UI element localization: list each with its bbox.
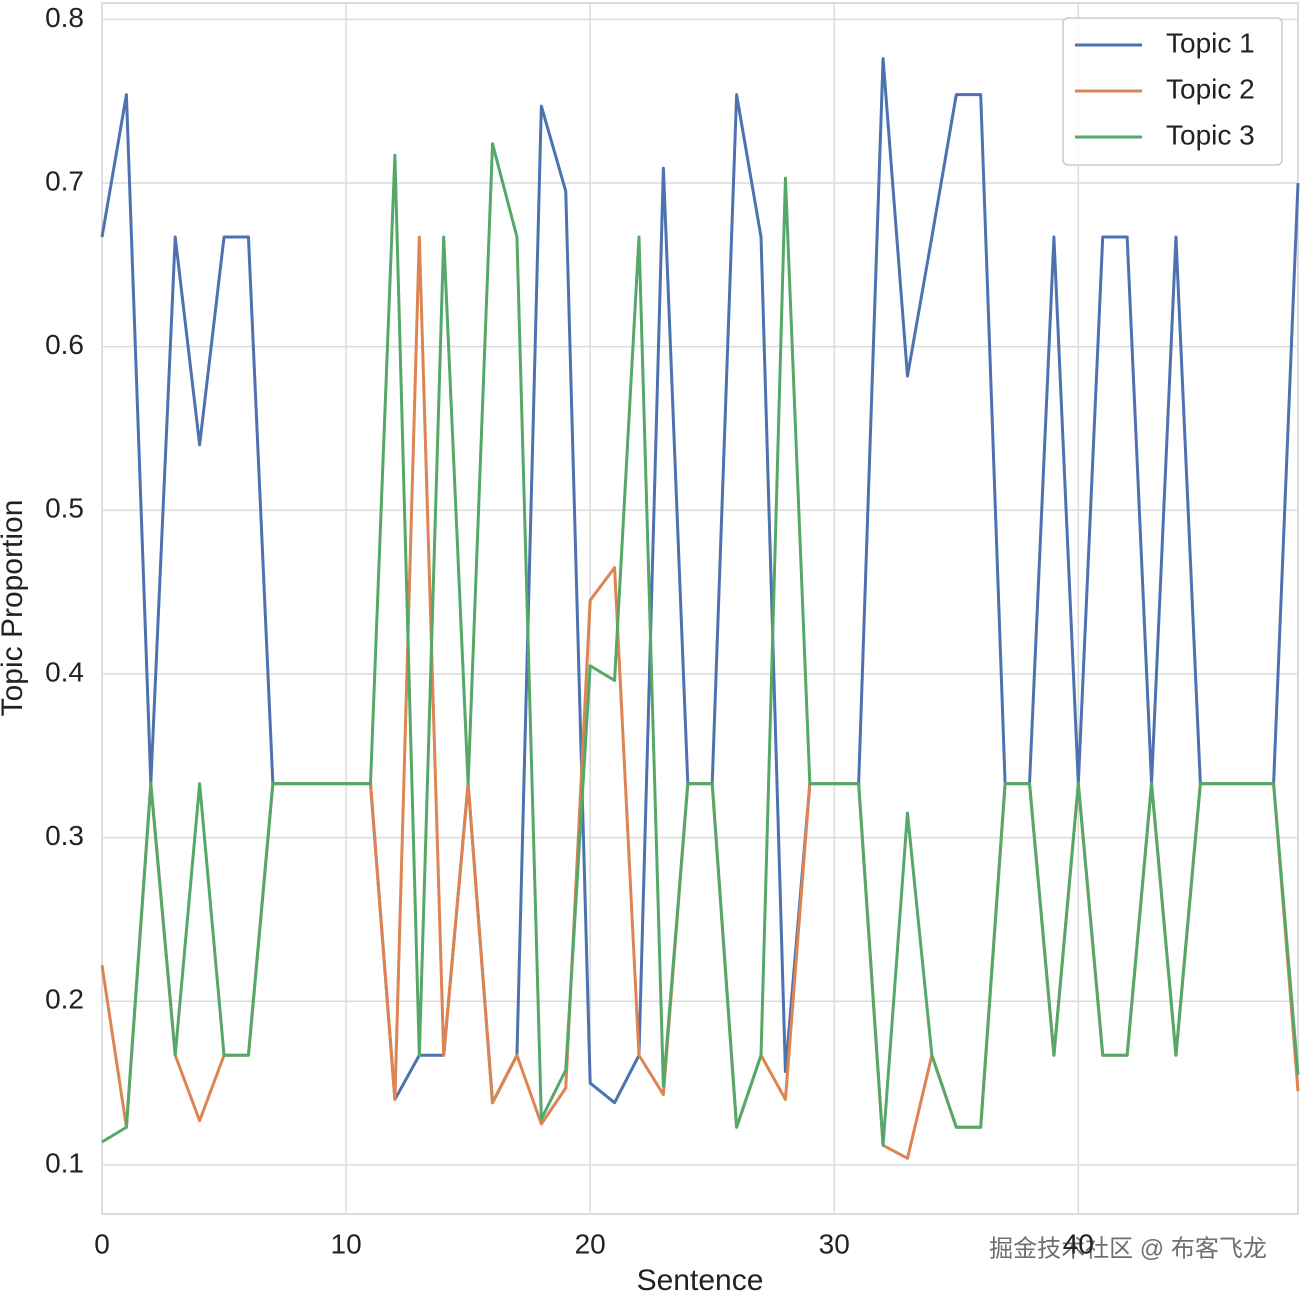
y-tick-label: 0.4 xyxy=(45,656,84,687)
y-tick-label: 0.3 xyxy=(45,820,84,851)
x-tick-label: 20 xyxy=(575,1228,606,1259)
grid xyxy=(101,3,1298,1214)
legend-box xyxy=(1062,17,1283,166)
y-tick-label: 0.5 xyxy=(45,493,84,524)
x-axis-label: Sentence xyxy=(637,1264,764,1296)
watermark: 掘金技术社区 @ 布客飞龙 xyxy=(989,1235,1267,1262)
x-tick-label: 0 xyxy=(94,1228,110,1259)
legend-label: Topic 3 xyxy=(1166,119,1255,150)
y-axis-label: Topic Proportion xyxy=(0,500,29,717)
legend-label: Topic 1 xyxy=(1166,27,1255,58)
legend-label: Topic 2 xyxy=(1166,73,1255,104)
plot-area xyxy=(101,2,1299,1215)
x-tick-label: 30 xyxy=(819,1228,850,1259)
legend: Topic 1 Topic 2 Topic 3 xyxy=(1062,17,1283,166)
series-line xyxy=(101,142,1300,1147)
x-tick-label: 10 xyxy=(331,1228,362,1259)
x-tick-label: 40 xyxy=(1063,1228,1094,1259)
y-tick-label: 0.2 xyxy=(45,984,84,1015)
y-tick-label: 0.7 xyxy=(45,165,84,196)
y-tick-label: 0.1 xyxy=(45,1147,84,1178)
y-tick-label: 0.6 xyxy=(45,329,84,360)
y-tick-label: 0.8 xyxy=(45,2,84,33)
lines xyxy=(100,57,1300,1160)
